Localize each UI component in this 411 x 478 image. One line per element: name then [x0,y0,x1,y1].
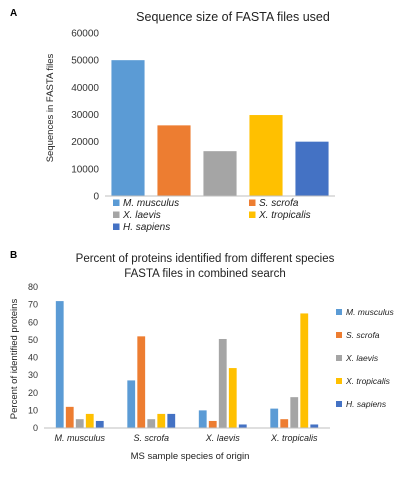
chart-a-title: Sequence size of FASTA files used [136,10,330,24]
chart-b-title: Percent of proteins identified from diff… [76,253,335,265]
chart-b-legend-swatch [336,355,342,361]
chart-a-bar [295,141,329,196]
chart-b-bar [208,420,217,428]
chart-b-bar [157,413,166,428]
chart-b-ytick: 20 [28,388,38,398]
chart-b-legend-label: X. tropicalis [345,376,391,386]
chart-a-ytick: 20000 [71,137,99,148]
chart-b-ytick: 40 [28,353,38,363]
chart-b-bar [290,397,299,428]
chart-a-legend-label: X. tropicalis [258,210,311,221]
chart-b: 0 10 20 30 40 50 60 70 80 M. musculus S. scrofa X. … [28,282,394,443]
chart-b-bar [75,419,84,428]
chart-b-bar [300,313,309,428]
chart-a-ytick: 0 [93,192,99,203]
chart-b-legend-label: H. sapiens [346,399,387,409]
chart-a-legend-swatch [249,211,256,218]
chart-a-bar [203,151,237,196]
chart-a-legend-label: M. musculus [123,198,179,209]
chart-b-legend-swatch [336,401,342,407]
chart-b-ytick: 70 [28,300,38,310]
panel-b-letter: B [10,250,17,261]
chart-b-ytick: 60 [28,317,38,327]
chart-b-bar [85,413,94,428]
chart-b-ytick: 0 [33,423,38,433]
chart-b-bar [65,406,74,428]
chart-b-bar [270,408,279,428]
chart-a-bar [157,125,191,196]
chart-a-bar [249,115,283,196]
chart-b-bar [167,413,176,428]
chart-b-legend-swatch [336,332,342,338]
chart-a-legend-swatch [113,199,120,206]
chart-b-bar [228,368,237,428]
chart-a-legend-label: X. laevis [122,210,161,221]
chart-b-xlabel: MS sample species of origin [131,451,250,462]
chart-b-category-label: S. scrofa [133,433,169,443]
chart-a: 0 10000 20000 30000 40000 50000 60000 M. muscul… [71,29,335,233]
chart-a-ytick: 30000 [71,110,99,121]
chart-b-legend-swatch [336,309,342,315]
chart-a-ylabel: Sequences in FASTA files [45,53,56,162]
chart-b-bar [127,380,136,428]
chart-b-category-label: M. musculus [54,433,105,443]
chart-b-ylabel: Percent of identified proteins [9,299,20,420]
chart-b-bar [280,419,289,428]
chart-b-bar [95,420,104,428]
chart-b-ytick: 80 [28,282,38,292]
panel-a-letter: A [10,8,17,19]
chart-b-bar [218,338,227,428]
chart-a-bar [111,60,145,196]
chart-b-bar [198,410,207,428]
chart-a-ytick: 60000 [71,29,99,40]
chart-b-category-label: X. laevis [205,433,241,443]
chart-b-legend-label: M. musculus [346,307,394,317]
chart-b-legend-label: X. laevis [345,353,379,363]
chart-b-legend-label: S. scrofa [346,330,380,340]
chart-b-bar [147,419,156,428]
chart-b-ytick: 30 [28,370,38,380]
chart-b-legend-swatch [336,378,342,384]
chart-a-legend-swatch [113,211,120,218]
chart-b-bar [238,424,247,428]
chart-a-legend-swatch [249,199,256,206]
chart-b-bar [55,301,64,428]
chart-a-legend-label: S. scrofa [259,198,299,209]
chart-b-subtitle: FASTA files in combined search [124,268,286,280]
chart-b-bar [310,424,319,428]
chart-a-legend-label: H. sapiens [123,222,170,233]
chart-a-ytick: 50000 [71,56,99,67]
chart-b-category-label: X. tropicalis [270,433,318,443]
chart-b-bar [137,336,146,428]
chart-b-ytick: 10 [28,405,38,415]
chart-a-ytick: 40000 [71,83,99,94]
chart-a-ytick: 10000 [71,164,99,175]
chart-b-ytick: 50 [28,335,38,345]
chart-a-legend-swatch [113,223,120,230]
